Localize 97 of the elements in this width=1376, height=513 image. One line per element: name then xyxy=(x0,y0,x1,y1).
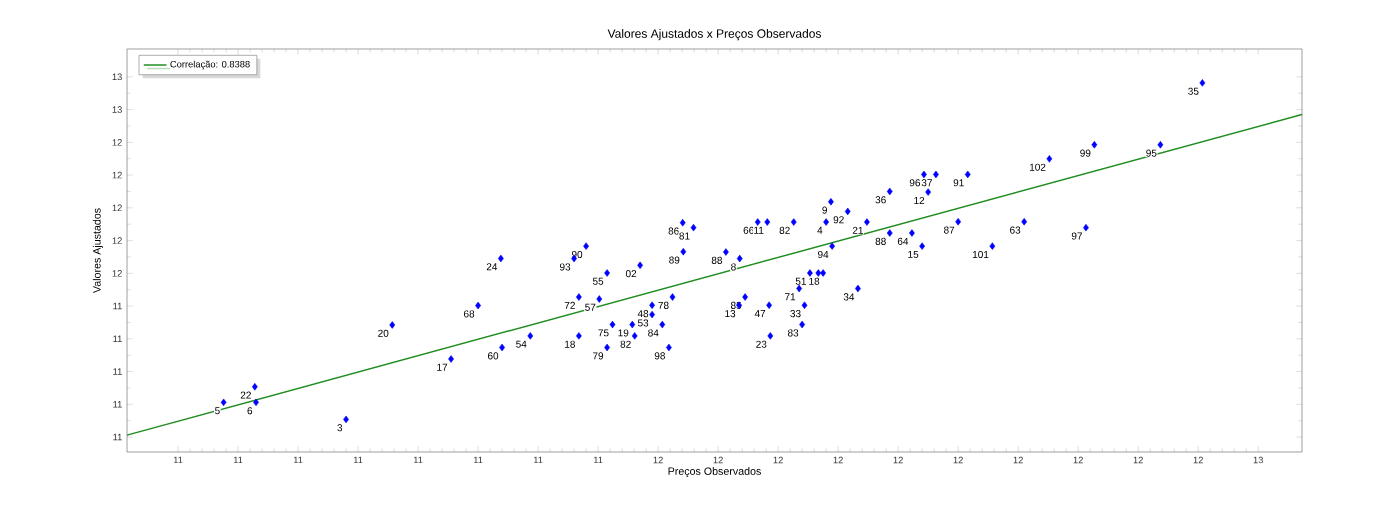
annotation: 92 xyxy=(833,216,844,224)
annotation: 5 xyxy=(215,407,220,415)
annotation: 99 xyxy=(1080,149,1091,157)
annotation: 83 xyxy=(787,329,799,337)
annotation: 86 xyxy=(668,227,679,235)
x-tick-label: 11 xyxy=(413,456,423,464)
annotation: 53 xyxy=(637,319,649,327)
annotation: 12 xyxy=(914,196,925,204)
annotation: 82 xyxy=(779,226,790,234)
annotation: 48 xyxy=(637,310,649,318)
annotation: 78 xyxy=(658,301,669,309)
annotation: 57 xyxy=(585,303,596,311)
annotation: 15 xyxy=(908,250,919,258)
annotation: 34 xyxy=(843,293,855,301)
annotation: 79 xyxy=(593,352,604,360)
annotation: 97 xyxy=(1071,232,1082,240)
annotation: 102 xyxy=(1029,163,1046,171)
annotation: 17 xyxy=(437,363,448,371)
annotation: 23 xyxy=(756,340,767,348)
annotation: 20 xyxy=(378,329,389,337)
annotation: 93 xyxy=(559,263,571,271)
x-tick-label: 12 xyxy=(713,456,723,464)
y-tick-label: 12 xyxy=(112,139,122,146)
x-tick-label: 11 xyxy=(473,456,483,464)
x-tick-label: 12 xyxy=(833,456,843,464)
y-tick-label: 13 xyxy=(112,73,122,81)
annotation: 11 xyxy=(754,226,764,234)
y-tick-label: 12 xyxy=(112,237,122,244)
y-tick-label: 11 xyxy=(113,368,122,375)
x-tick-label: 12 xyxy=(653,456,663,464)
x-tick-label: 12 xyxy=(893,456,903,464)
annotation: 9 xyxy=(822,206,827,214)
y-tick-label: 11 xyxy=(113,433,122,441)
annotation: 36 xyxy=(875,196,886,204)
x-tick-label: 11 xyxy=(593,456,603,464)
annotation: 89 xyxy=(669,256,680,264)
annotation: 24 xyxy=(486,263,498,271)
x-tick-label: 12 xyxy=(1193,456,1203,464)
annotation: 18 xyxy=(565,340,575,348)
y-tick-label: 13 xyxy=(112,106,122,113)
x-tick-label: 12 xyxy=(773,456,783,464)
x-axis-title: Preços Observados xyxy=(668,467,761,478)
y-tick-label: 11 xyxy=(113,335,122,343)
y-tick-label: 11 xyxy=(113,401,122,408)
annotation: 13 xyxy=(725,310,736,318)
x-tick-label: 12 xyxy=(1013,456,1023,464)
x-tick-label: 11 xyxy=(233,456,243,464)
annotation: 18 xyxy=(809,277,820,285)
annotation: 81 xyxy=(679,232,690,240)
annotation: 37 xyxy=(921,179,932,187)
annotation: 8 xyxy=(731,263,736,271)
annotation: 72 xyxy=(564,301,575,309)
x-tick-label: 12 xyxy=(1073,456,1083,464)
annotation: 96 xyxy=(909,179,921,187)
annotation: 95 xyxy=(1146,149,1157,157)
x-tick-label: 12 xyxy=(1133,456,1143,464)
y-axis-title: Valores Ajustados xyxy=(92,208,103,294)
annotation: 21 xyxy=(852,226,863,234)
x-tick-label: 11 xyxy=(293,456,303,464)
x-tick-label: 13 xyxy=(1253,456,1263,464)
x-tick-label: 11 xyxy=(533,456,543,464)
chart-title: Valores Ajustados x Preços Observados xyxy=(607,29,821,41)
annotation: 54 xyxy=(516,340,527,348)
annotation: 82 xyxy=(620,340,631,348)
y-tick-label: 12 xyxy=(112,204,122,212)
annotation: 6 xyxy=(247,407,253,415)
annotation: 02 xyxy=(625,270,637,278)
annotation: 91 xyxy=(953,179,964,187)
x-tick-label: 11 xyxy=(173,456,183,464)
annotation: 51 xyxy=(795,277,806,285)
annotation: 60 xyxy=(487,352,499,360)
y-tick-label: 12 xyxy=(112,270,122,277)
annotation: 98 xyxy=(654,352,665,360)
annotation: 94 xyxy=(818,250,829,259)
annotation: 88 xyxy=(875,237,886,245)
annotation: 33 xyxy=(790,310,801,318)
y-tick-label: 12 xyxy=(112,171,122,179)
annotation: 3 xyxy=(337,424,343,432)
annotation: 63 xyxy=(1010,226,1021,234)
y-tick-label: 11 xyxy=(113,302,122,310)
annotation: 84 xyxy=(648,329,659,337)
annotation: 101 xyxy=(972,250,989,259)
annotation: 35 xyxy=(1188,87,1199,95)
annotation: 47 xyxy=(754,310,766,317)
annotation: 64 xyxy=(897,237,909,245)
annotation: 88 xyxy=(711,256,723,264)
annotation: 75 xyxy=(598,329,609,337)
legend-label: Correlação: 0.8388 xyxy=(170,60,250,70)
annotation: 4 xyxy=(817,226,823,234)
annotation: 87 xyxy=(944,226,955,234)
x-tick-label: 11 xyxy=(353,456,363,464)
annotation: 22 xyxy=(240,391,251,399)
annotation: 68 xyxy=(463,310,475,318)
annotation: 71 xyxy=(785,293,796,301)
x-tick-label: 12 xyxy=(953,456,963,464)
annotation: 19 xyxy=(618,329,629,337)
annotation: 55 xyxy=(592,277,604,285)
